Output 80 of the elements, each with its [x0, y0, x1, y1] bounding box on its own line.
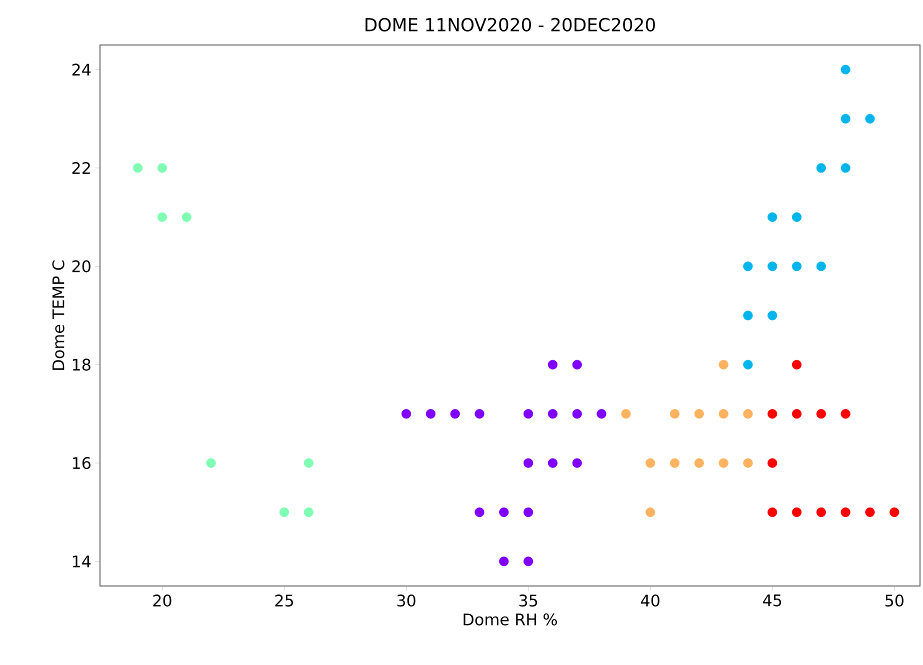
- point: [499, 556, 509, 566]
- point: [840, 507, 850, 518]
- point: [694, 409, 704, 419]
- point: [792, 507, 802, 518]
- x-axis-title: Dome RH %: [464, 613, 557, 626]
- point: [792, 212, 802, 222]
- point: [401, 409, 412, 419]
- point: [816, 262, 826, 272]
- point: [694, 458, 704, 468]
- point: [474, 507, 484, 518]
- x-tick-label: 45: [763, 594, 782, 606]
- x-tick-label: 20: [153, 594, 172, 607]
- point: [304, 507, 314, 518]
- point: [670, 458, 680, 468]
- point: [621, 409, 631, 419]
- point: [718, 409, 728, 419]
- point: [768, 458, 778, 468]
- point: [548, 360, 558, 370]
- point: [768, 262, 778, 272]
- y-tick-label: 24: [72, 64, 91, 76]
- point: [792, 409, 802, 419]
- point: [840, 409, 850, 419]
- x-tick-label: 35: [519, 594, 538, 607]
- y-tick-label: 14: [72, 556, 91, 568]
- point: [572, 458, 582, 468]
- point: [157, 163, 168, 173]
- point: [572, 409, 582, 419]
- x-tick-label: 30: [397, 594, 416, 607]
- y-tick-label: 16: [72, 457, 90, 470]
- point: [474, 409, 484, 419]
- point: [524, 409, 534, 419]
- point: [596, 409, 606, 419]
- point: [816, 163, 826, 173]
- y-tick-label: 18: [72, 358, 90, 371]
- point: [279, 507, 290, 518]
- point: [524, 556, 534, 566]
- point: [718, 458, 728, 468]
- point: [792, 262, 802, 272]
- point: [743, 310, 753, 320]
- y-axis-title: Dome TEMP C: [52, 260, 64, 370]
- point: [524, 458, 534, 468]
- point: [840, 163, 850, 173]
- point: [646, 507, 656, 518]
- point: [840, 64, 850, 74]
- point: [890, 507, 900, 518]
- point: [133, 163, 143, 173]
- point: [548, 458, 558, 468]
- y-tick-label: 22: [72, 162, 90, 174]
- point: [743, 458, 753, 468]
- point: [768, 507, 778, 518]
- point: [840, 114, 850, 124]
- point: [182, 212, 192, 222]
- point: [816, 507, 826, 518]
- point: [524, 507, 534, 518]
- point: [768, 310, 778, 320]
- point: [743, 360, 753, 370]
- point: [768, 409, 778, 419]
- point: [743, 262, 753, 272]
- point: [865, 507, 875, 518]
- point: [670, 409, 680, 419]
- point: [206, 458, 216, 468]
- x-tick-label: 50: [885, 594, 904, 607]
- point: [743, 409, 753, 419]
- point: [548, 409, 558, 419]
- point: [572, 360, 582, 370]
- point: [499, 507, 509, 518]
- point: [646, 458, 656, 468]
- point: [304, 458, 314, 468]
- x-tick-label: 25: [275, 594, 294, 607]
- point: [816, 409, 826, 419]
- point: [865, 114, 875, 124]
- chart-title: DOME 11NOV2020 - 20DEC2020: [366, 18, 655, 32]
- point: [768, 212, 778, 222]
- point: [792, 360, 802, 370]
- point: [718, 360, 728, 370]
- point: [157, 212, 168, 222]
- point: [426, 409, 436, 419]
- y-tick-label: 20: [72, 260, 90, 272]
- point: [450, 409, 460, 419]
- x-tick-label: 40: [640, 594, 660, 607]
